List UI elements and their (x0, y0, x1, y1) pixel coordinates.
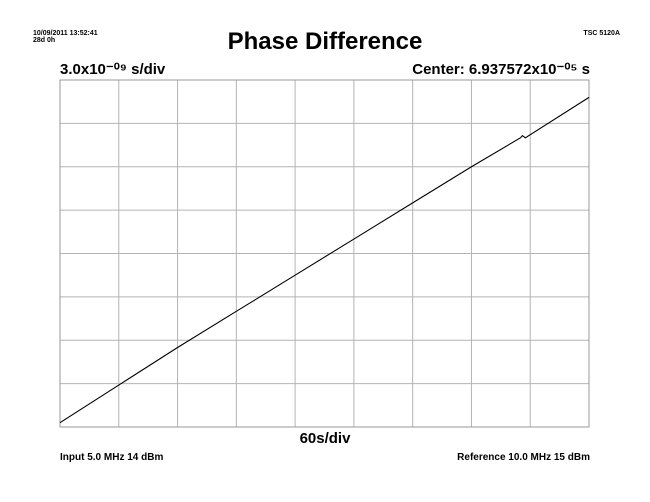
input-label: Input 5.0 MHz 14 dBm (60, 452, 164, 463)
y-scale-label: 3.0x10⁻⁰⁹ s/div (60, 61, 166, 78)
center-label: Center: 6.937572x10⁻⁰⁵ s (412, 61, 590, 78)
plot-grid (60, 80, 589, 427)
instrument-id: TSC 5120A (583, 30, 620, 37)
elapsed-time: 28d 0h (33, 37, 56, 44)
reference-label: Reference 10.0 MHz 15 dBm (457, 452, 590, 463)
chart-title: Phase Difference (227, 28, 423, 55)
timestamp: 10/09/2011 13:52:41 (33, 30, 98, 37)
plot-frame (59, 79, 590, 428)
x-scale-label: 60s/div (299, 430, 351, 447)
phase-trace (59, 96, 590, 424)
